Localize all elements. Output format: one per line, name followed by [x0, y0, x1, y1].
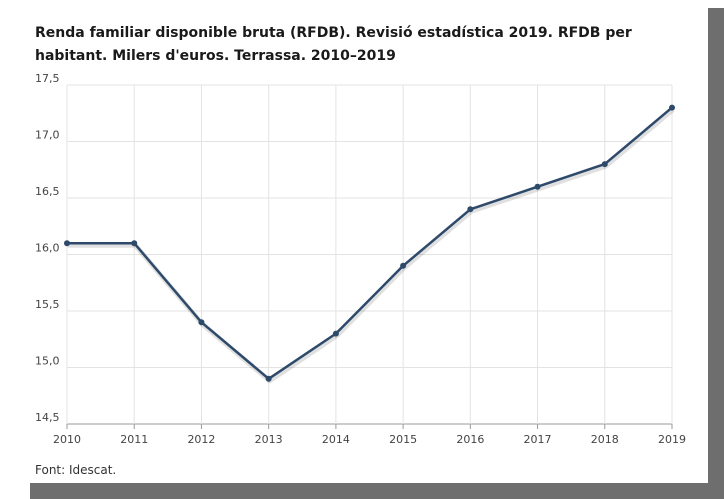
y-tick-label: 16,0 — [35, 242, 60, 255]
x-tick-label: 2014 — [322, 433, 350, 446]
y-tick-label: 17,0 — [35, 129, 60, 142]
x-tick-label: 2012 — [187, 433, 215, 446]
x-tick-label: 2016 — [456, 433, 484, 446]
x-tick-label: 2011 — [120, 433, 148, 446]
series-line-group — [67, 106, 675, 384]
data-points — [64, 104, 675, 382]
y-axis-ticks: 14,5 15,0 15,5 16,0 16,5 17,0 17,5 — [35, 72, 60, 424]
chart-title: Renda familiar disponible bruta (RFDB). … — [35, 25, 632, 64]
y-tick-label: 17,5 — [35, 72, 60, 85]
data-point-2017[interactable] — [534, 183, 541, 190]
data-point-2019[interactable] — [669, 104, 675, 111]
shadow-bottom — [30, 483, 724, 499]
x-tick-label: 2015 — [389, 433, 417, 446]
y-tick-label: 15,0 — [35, 355, 60, 368]
y-tick-label: 15,5 — [35, 298, 60, 311]
data-point-2016[interactable] — [467, 206, 474, 213]
y-tick-label: 16,5 — [35, 185, 60, 198]
data-point-2015[interactable] — [400, 262, 407, 269]
x-tick-label: 2010 — [53, 433, 81, 446]
y-tick-label: 14,5 — [35, 411, 60, 424]
series-line-shadow — [68, 107, 675, 384]
x-tick-label: 2013 — [255, 433, 283, 446]
grid-lines — [66, 84, 673, 425]
data-point-2011[interactable] — [131, 240, 138, 247]
source-note: Font: Idescat. — [35, 463, 117, 477]
chart-card: Renda familiar disponible bruta (RFDB). … — [35, 25, 632, 477]
data-point-2012[interactable] — [198, 319, 205, 326]
data-point-2013[interactable] — [265, 375, 272, 382]
x-tick-label: 2019 — [658, 433, 686, 446]
data-point-2014[interactable] — [332, 330, 339, 337]
x-tick-label: 2017 — [524, 433, 552, 446]
data-point-2018[interactable] — [601, 161, 608, 168]
series-line — [67, 106, 673, 381]
data-point-2010[interactable] — [64, 240, 70, 247]
shadow-right — [708, 8, 724, 499]
x-axis-ticks: 2010 2011 2012 2013 2014 2015 2016 2017 2018 2019 — [53, 424, 686, 446]
x-tick-label: 2018 — [591, 433, 619, 446]
